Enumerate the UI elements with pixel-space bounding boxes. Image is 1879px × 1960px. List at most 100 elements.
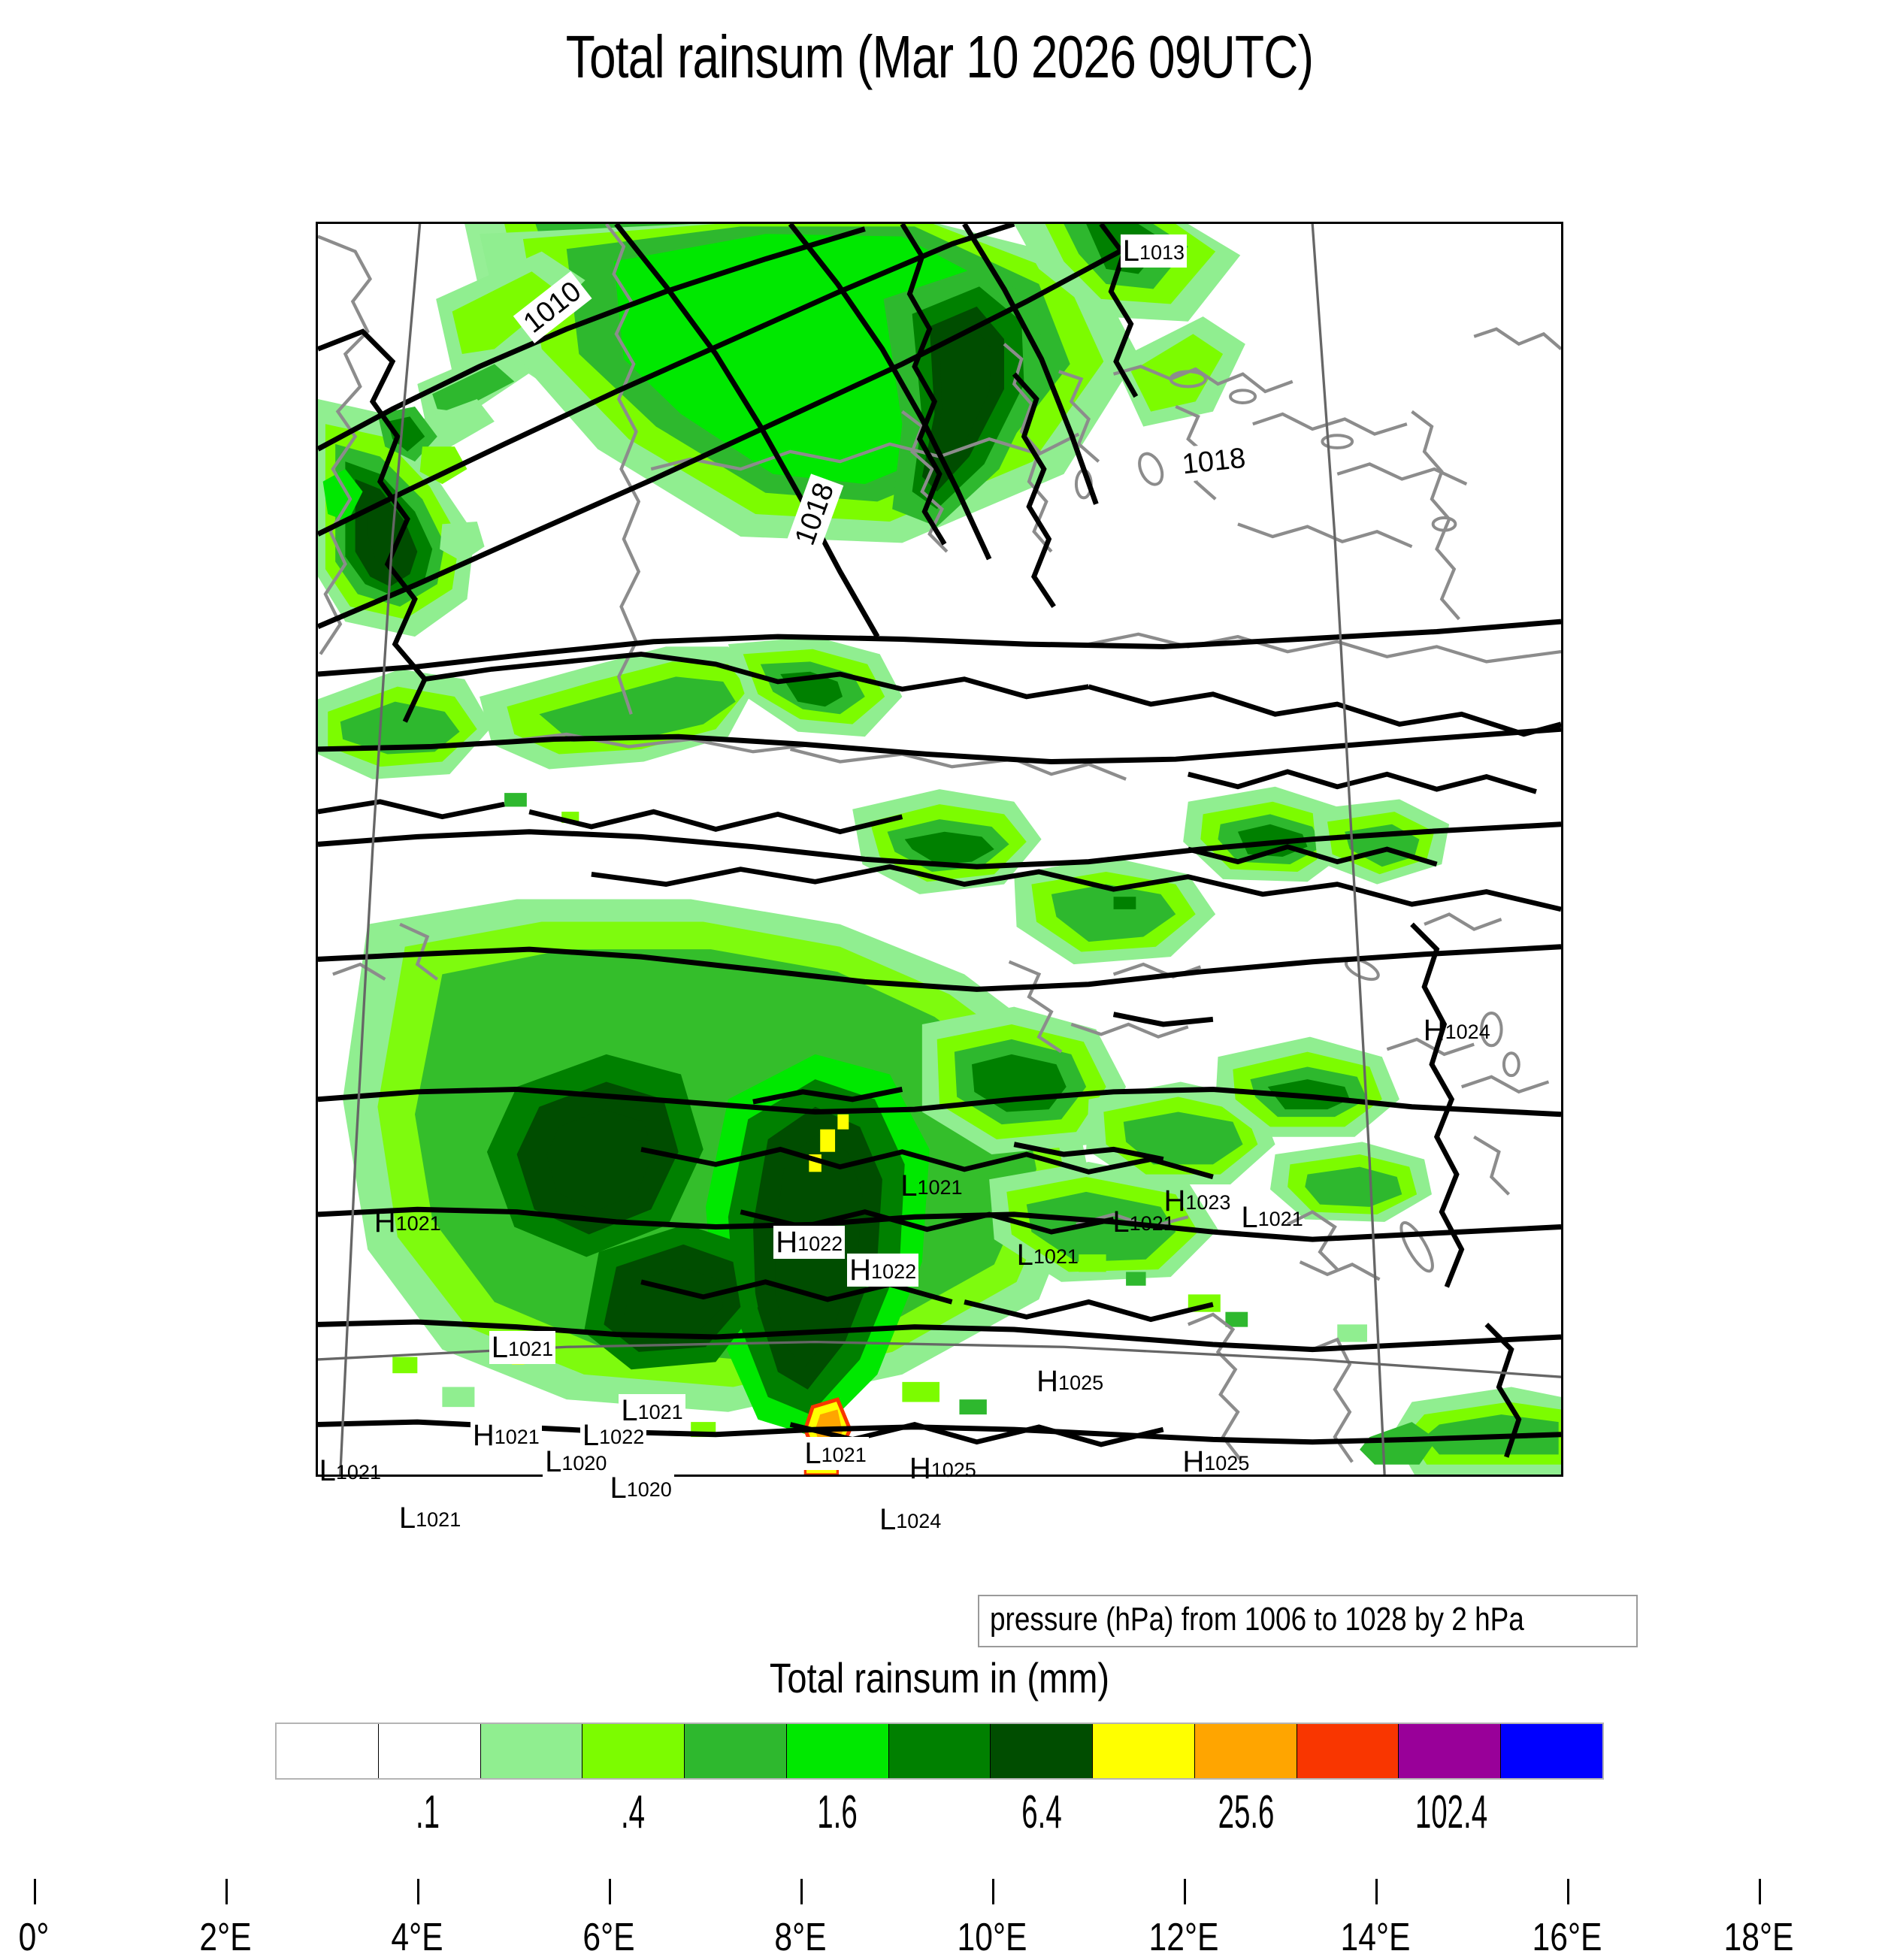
lon-label-bottom-7: 14°E <box>1340 1916 1411 1959</box>
lon-tick-bottom-5 <box>992 1879 994 1904</box>
colorbar-label-0: .1 <box>416 1786 440 1838</box>
pressure-marker-value: 1021 <box>395 1212 441 1236</box>
colorbar-cell-10[interactable] <box>1297 1724 1399 1778</box>
pressure-marker-type: H <box>909 1451 931 1485</box>
pressure-marker-h-5: H1022 <box>847 1253 919 1287</box>
colorbar-cell-2[interactable] <box>480 1724 583 1778</box>
pressure-marker-value: 1024 <box>1445 1020 1490 1043</box>
pressure-marker-value: 1021 <box>416 1508 461 1532</box>
colorbar-cell-3[interactable] <box>582 1724 685 1778</box>
map-frame[interactable] <box>316 222 1563 1477</box>
pressure-marker-value: 1021 <box>1033 1245 1079 1268</box>
pressure-marker-type: H <box>849 1253 872 1287</box>
map-panel: L1013 H1024 H1021 L1021 H1022 H1022 L1021 L1021… <box>316 222 1563 1535</box>
pressure-marker-l-18: L1021 <box>397 1502 463 1535</box>
colorbar-cell-7[interactable] <box>991 1724 1094 1778</box>
pressure-marker-type: L <box>879 1503 897 1537</box>
pressure-marker-type: L <box>610 1472 627 1505</box>
pressure-marker-type: H <box>1036 1365 1059 1399</box>
colorbar-label-5: 102.4 <box>1415 1786 1487 1838</box>
pressure-marker-type: L <box>900 1169 918 1202</box>
lon-label-bottom-5: 10°E <box>957 1916 1027 1959</box>
pressure-marker-type: L <box>804 1436 821 1470</box>
pressure-marker-type: H <box>1163 1184 1186 1217</box>
lon-tick-bottom-4 <box>800 1879 803 1904</box>
pressure-marker-type: L <box>491 1331 508 1365</box>
colorbar[interactable] <box>275 1723 1604 1780</box>
pressure-marker-value: 1022 <box>797 1233 843 1255</box>
colorbar-label-3: 6.4 <box>1021 1786 1062 1838</box>
page-title: Total rainsum (Mar 10 2026 09UTC) <box>565 23 1314 90</box>
colorbar-label-2: 1.6 <box>817 1786 858 1838</box>
lon-label-bottom-2: 4°E <box>391 1916 443 1959</box>
pressure-marker-type: H <box>1182 1445 1205 1479</box>
pressure-marker-l-9: L1021 <box>1239 1201 1305 1234</box>
pressure-marker-l-7: L1021 <box>1110 1205 1176 1239</box>
pressure-marker-value: 1025 <box>930 1458 976 1481</box>
lon-label-bottom-4: 8°E <box>774 1916 827 1959</box>
pressure-marker-type: L <box>319 1453 336 1487</box>
colorbar-cell-0[interactable] <box>277 1724 379 1778</box>
pressure-marker-value: 1021 <box>637 1400 683 1423</box>
pressure-note: pressure (hPa) from 1006 to 1028 by 2 hP… <box>977 1595 1638 1647</box>
pressure-marker-type: L <box>1241 1200 1258 1234</box>
pressure-marker-type: L <box>398 1502 416 1535</box>
colorbar-cell-8[interactable] <box>1093 1724 1195 1778</box>
pressure-marker-type: L <box>582 1419 600 1453</box>
lon-label-bottom-0: 0° <box>18 1916 50 1959</box>
colorbar-cell-12[interactable] <box>1501 1724 1602 1778</box>
colorbar-cell-5[interactable] <box>786 1724 889 1778</box>
pressure-marker-l-6: L1021 <box>1015 1239 1081 1272</box>
lon-label-bottom-9: 18°E <box>1723 1916 1794 1959</box>
pressure-marker-type: H <box>1423 1013 1445 1047</box>
pressure-marker-value: 1020 <box>561 1452 607 1475</box>
pressure-marker-h-4: H1022 <box>773 1226 846 1259</box>
colorbar-cell-4[interactable] <box>685 1724 787 1778</box>
pressure-marker-type: H <box>472 1419 495 1453</box>
lon-tick-bottom-3 <box>609 1879 611 1904</box>
colorbar-cell-1[interactable] <box>378 1724 481 1778</box>
pressure-marker-h-2: H1021 <box>372 1205 443 1239</box>
pressure-marker-l-0: L1013 <box>1120 234 1188 268</box>
lon-label-bottom-8: 16°E <box>1532 1916 1602 1959</box>
colorbar-cell-6[interactable] <box>888 1724 991 1778</box>
lon-tick-bottom-0 <box>34 1879 36 1904</box>
precip-shading-north <box>392 224 1245 543</box>
lon-label-bottom-3: 6°E <box>582 1916 635 1959</box>
pressure-marker-value: 1021 <box>507 1338 554 1361</box>
pressure-marker-l-15: L1020 <box>607 1472 674 1505</box>
pressure-marker-h-20: H1025 <box>907 1452 979 1485</box>
pressure-marker-value: 1020 <box>626 1478 672 1502</box>
map-canvas <box>318 224 1561 1475</box>
colorbar-label-4: 25.6 <box>1218 1786 1275 1838</box>
lon-tick-bottom-2 <box>417 1879 419 1904</box>
precip-shading-britain <box>318 398 485 637</box>
pressure-marker-h-8: H1023 <box>1161 1184 1233 1217</box>
pressure-marker-value: 1021 <box>494 1426 540 1449</box>
isobars <box>318 224 1561 1445</box>
colorbar-cell-9[interactable] <box>1194 1724 1297 1778</box>
pressure-marker-value: 1021 <box>821 1443 867 1466</box>
pressure-marker-value: 1013 <box>1139 240 1185 264</box>
pressure-marker-l-17: L1021 <box>317 1454 383 1487</box>
pressure-marker-type: L <box>545 1445 562 1479</box>
lon-tick-bottom-1 <box>225 1879 228 1904</box>
pressure-marker-value: 1022 <box>599 1426 645 1449</box>
pressure-marker-type: H <box>776 1226 798 1259</box>
pressure-marker-value: 1021 <box>335 1460 381 1484</box>
colorbar-cell-11[interactable] <box>1399 1724 1502 1778</box>
colorbar-label-1: .4 <box>620 1786 645 1838</box>
colorbar-tick-labels: .1 .4 1.6 6.4 25.6 102.4 <box>275 1786 1604 1853</box>
pressure-marker-value: 1021 <box>1257 1207 1303 1230</box>
pressure-marker-l-13: L1021 <box>619 1393 685 1427</box>
pressure-marker-value: 1025 <box>1204 1452 1250 1475</box>
pressure-marker-h-11: H1021 <box>470 1419 542 1453</box>
pressure-marker-l-3: L1021 <box>898 1169 964 1202</box>
pressure-marker-type: L <box>1016 1238 1033 1272</box>
lon-tick-bottom-9 <box>1759 1879 1761 1904</box>
pressure-marker-l-16: L1021 <box>802 1436 869 1470</box>
pressure-marker-value: 1025 <box>1058 1372 1104 1395</box>
pressure-marker-l-10: L1021 <box>489 1331 556 1365</box>
pressure-marker-value: 1024 <box>896 1510 942 1533</box>
lon-label-bottom-6: 12°E <box>1148 1916 1219 1959</box>
